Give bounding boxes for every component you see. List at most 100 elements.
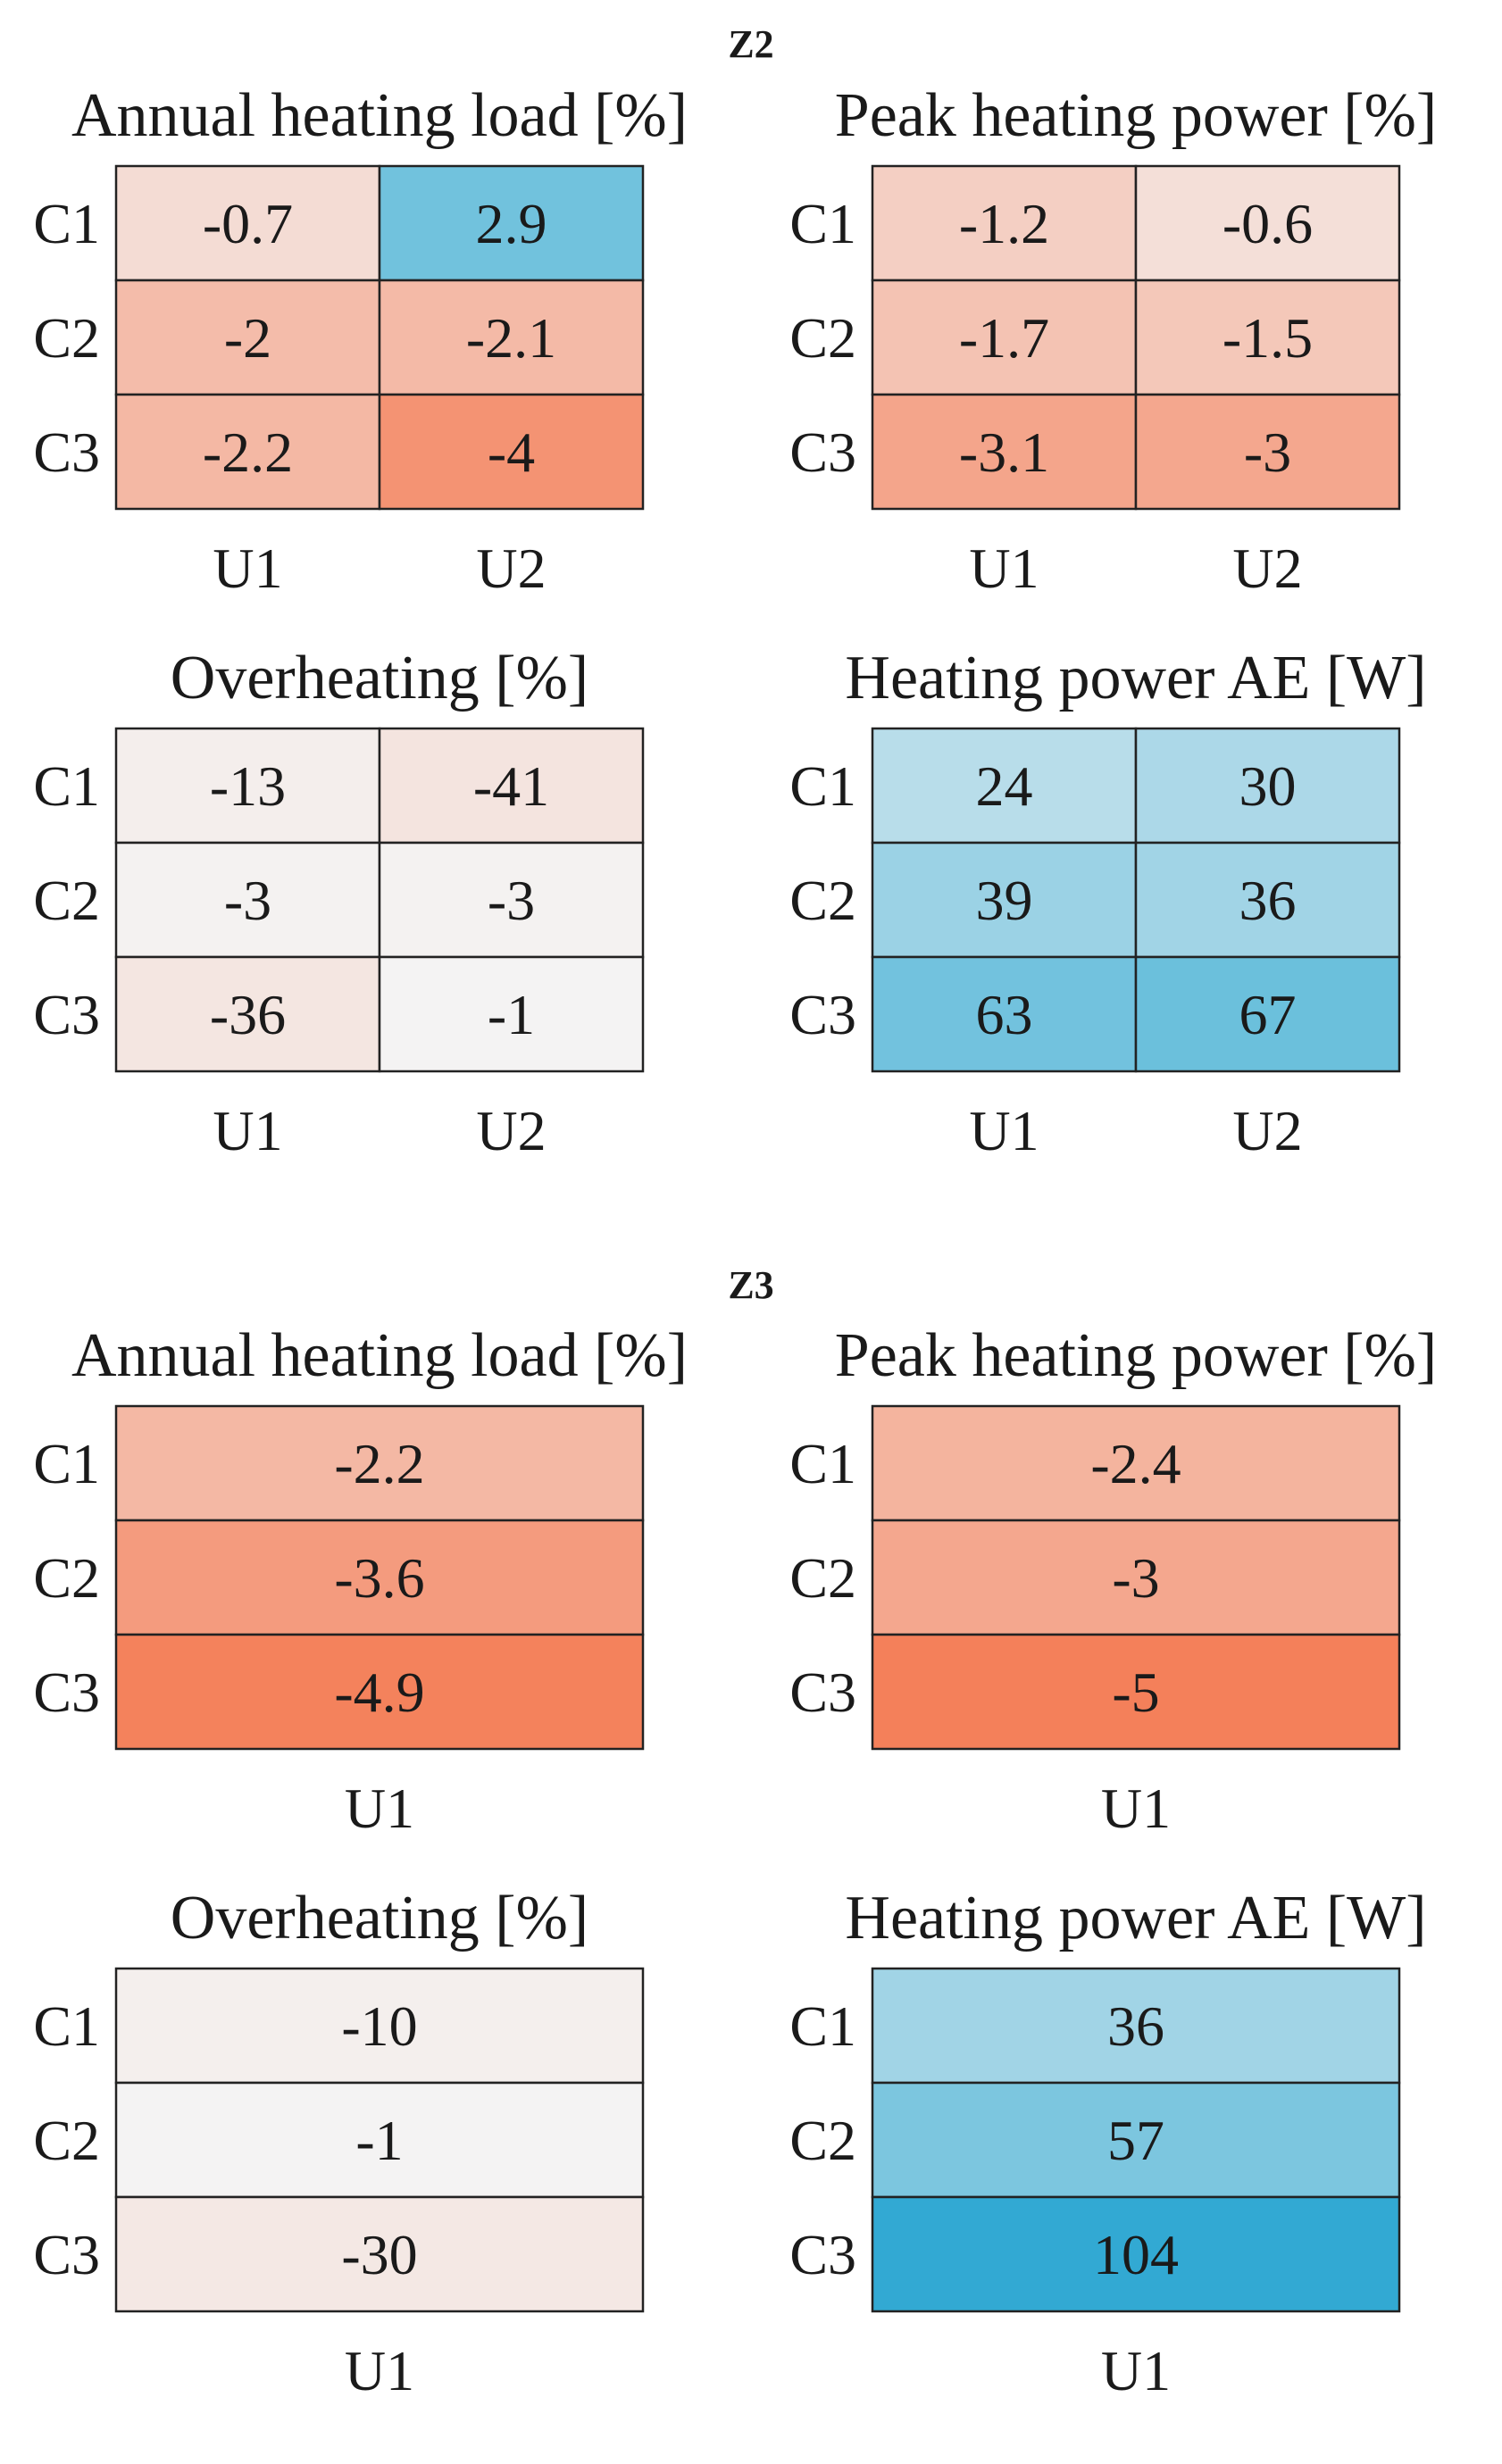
cell-value-label: 36 <box>1107 1994 1164 2058</box>
row-label: C2 <box>33 869 100 932</box>
cell-value-label: 24 <box>976 754 1033 818</box>
column-label: U1 <box>1101 1777 1171 1840</box>
column-label: U1 <box>213 1099 282 1162</box>
heatmap-cell <box>1134 955 1401 1073</box>
cell-value-label: -1.5 <box>1222 306 1313 370</box>
panel-title: Peak heating power [%] <box>835 1321 1437 1390</box>
cell-value-label: -3 <box>224 869 271 932</box>
row-label: C1 <box>33 192 100 255</box>
cell-value-label: 30 <box>1239 754 1297 818</box>
heatmap-cell <box>114 955 381 1073</box>
row-label: C1 <box>33 1432 100 1495</box>
cell-value-label: -3 <box>1244 420 1291 484</box>
heatmap-cell <box>114 1967 645 2085</box>
column-label: U1 <box>969 537 1039 600</box>
cell-value-label: -3.6 <box>334 1546 424 1610</box>
cell-value-label: -2.1 <box>466 306 556 370</box>
row-label: C3 <box>33 420 100 484</box>
cell-value-label: -2.4 <box>1090 1432 1181 1495</box>
cell-value-label: -13 <box>210 754 286 818</box>
heatmap-cell <box>378 727 645 845</box>
heatmap-panel: Overheating [%] -13 -41 C1 -3 -3 C2 -36 -1 C3 U1 U2 <box>33 644 645 1162</box>
cell-value-label: -1.2 <box>959 192 1049 255</box>
heatmap-cell <box>114 279 381 396</box>
heatmap-cell <box>114 393 381 511</box>
row-label: C1 <box>789 754 856 818</box>
row-label: C2 <box>789 869 856 932</box>
heatmap-cell <box>871 841 1138 959</box>
heatmap-panel: Overheating [%] -10 C1 -1 C2 -30 C3 U1 <box>33 1884 645 2402</box>
row-label: C3 <box>789 2223 856 2286</box>
heatmap-cell <box>1134 164 1401 282</box>
cell-value-label: -1 <box>355 2109 403 2172</box>
heatmap-cell <box>871 2081 1401 2199</box>
row-label: C3 <box>789 420 856 484</box>
heatmap-cell <box>1134 279 1401 396</box>
cell-value-label: -30 <box>341 2223 417 2286</box>
heatmap-cell <box>378 393 645 511</box>
heatmap-cell <box>1134 841 1401 959</box>
cell-value-label: -2.2 <box>334 1432 424 1495</box>
section-title: Z2 <box>728 22 773 66</box>
column-label: U2 <box>476 1099 546 1162</box>
heatmap-panel: Peak heating power [%] -2.4 C1 -3 C2 -5 C3 U1 <box>789 1321 1437 1840</box>
cell-value-label: -4 <box>488 420 535 484</box>
panel-title: Overheating [%] <box>171 644 588 712</box>
heatmap-panel: Heating power AE [W] 24 30 C1 39 36 C2 63 67 C3 U1… <box>789 644 1426 1162</box>
row-label: C3 <box>789 983 856 1046</box>
row-label: C2 <box>789 1546 856 1610</box>
heatmap-cell <box>378 955 645 1073</box>
heatmap-cell <box>114 1519 645 1636</box>
section-title: Z3 <box>728 1263 773 1307</box>
row-label: C1 <box>33 1994 100 2058</box>
row-label: C2 <box>33 2109 100 2172</box>
column-label: U1 <box>1101 2339 1171 2402</box>
cell-value-label: -41 <box>473 754 549 818</box>
panel-title: Heating power AE [W] <box>845 1884 1426 1952</box>
column-label: U1 <box>345 2339 414 2402</box>
heatmap-cell <box>1134 727 1401 845</box>
cell-value-label: -4.9 <box>334 1661 424 1724</box>
cell-value-label: -0.6 <box>1222 192 1313 255</box>
row-label: C3 <box>33 2223 100 2286</box>
column-label: U2 <box>476 537 546 600</box>
heatmap-cell <box>378 164 645 282</box>
cell-value-label: -5 <box>1112 1661 1159 1724</box>
cell-value-label: 39 <box>976 869 1033 932</box>
heatmap-cell <box>871 1404 1401 1522</box>
row-label: C3 <box>789 1661 856 1724</box>
heatmap-cell <box>871 2195 1401 2313</box>
panel-title: Annual heating load [%] <box>71 81 688 150</box>
heatmap-cell <box>871 1519 1401 1636</box>
row-label: C2 <box>33 1546 100 1610</box>
heatmap-cell <box>1134 393 1401 511</box>
heatmap-panel: Annual heating load [%] -2.2 C1 -3.6 C2 -4.9 C… <box>33 1321 688 1840</box>
row-label: C2 <box>789 306 856 370</box>
cell-value-label: 67 <box>1239 983 1297 1046</box>
panel-title: Overheating [%] <box>171 1884 588 1952</box>
heatmap-panel: Heating power AE [W] 36 C1 57 C2 104 C3 U1 <box>789 1884 1426 2402</box>
row-label: C3 <box>33 983 100 1046</box>
row-label: C2 <box>33 306 100 370</box>
column-label: U1 <box>345 1777 414 1840</box>
row-label: C3 <box>33 1661 100 1724</box>
cell-value-label: -2 <box>224 306 271 370</box>
heatmap-cell <box>378 279 645 396</box>
cell-value-label: -1.7 <box>959 306 1049 370</box>
row-label: C1 <box>33 754 100 818</box>
cell-value-label: -36 <box>210 983 286 1046</box>
column-label: U1 <box>969 1099 1039 1162</box>
heatmap-cell <box>378 841 645 959</box>
row-label: C1 <box>789 1994 856 2058</box>
heatmap-panels: Z2 Z3 Annual heating load [%] -0.7 2.9 C1 -2 -2… <box>33 22 1437 2402</box>
column-label: U2 <box>1232 1099 1302 1162</box>
cell-value-label: -0.7 <box>203 192 293 255</box>
cell-value-label: -10 <box>341 1994 417 2058</box>
row-label: C1 <box>789 192 856 255</box>
panel-title: Peak heating power [%] <box>835 81 1437 150</box>
cell-value-label: -2.2 <box>203 420 293 484</box>
row-label: C1 <box>789 1432 856 1495</box>
panel-title: Annual heating load [%] <box>71 1321 688 1390</box>
heatmap-cell <box>114 2195 645 2313</box>
